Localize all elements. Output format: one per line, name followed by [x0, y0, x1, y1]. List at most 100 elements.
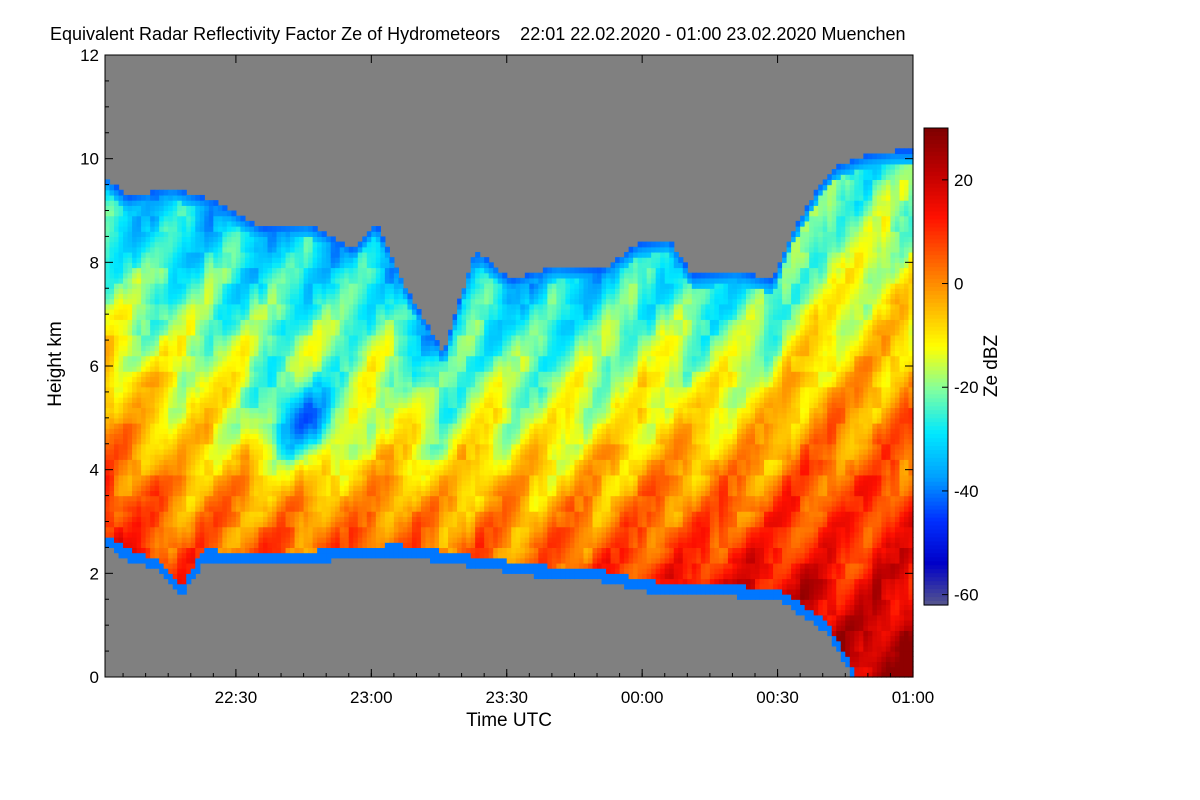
heatmap-cell [308, 464, 314, 471]
heatmap-cell [384, 360, 390, 367]
heatmap-cell [186, 246, 192, 253]
heatmap-cell [172, 262, 178, 269]
heatmap-cell [407, 293, 413, 300]
heatmap-cell [127, 454, 133, 460]
heatmap-cell [109, 526, 115, 533]
heatmap-cell [204, 340, 210, 346]
heatmap-cell [262, 448, 269, 455]
heatmap-cell [452, 505, 458, 512]
heatmap-cell [109, 474, 115, 481]
heatmap-cell [303, 417, 309, 424]
heatmap-cell [204, 516, 210, 523]
heatmap-cell [285, 386, 291, 393]
heatmap-cell [344, 500, 350, 507]
heatmap-cell [312, 542, 318, 549]
heatmap-cell [105, 319, 111, 326]
heatmap-cell [208, 345, 214, 352]
heatmap-cell [240, 417, 246, 424]
heatmap-cell [366, 531, 372, 538]
heatmap-cell [253, 448, 260, 455]
heatmap-cell [452, 314, 458, 320]
heatmap-cell [375, 236, 381, 243]
heatmap-cell [190, 303, 196, 310]
heatmap-cell [267, 459, 273, 466]
heatmap-cell [430, 537, 436, 543]
heatmap-cell [290, 397, 296, 403]
heatmap-cell [186, 417, 192, 424]
heatmap-cell [163, 366, 169, 372]
heatmap-cell [132, 340, 138, 346]
heatmap-cell [109, 262, 115, 269]
heatmap-cell [393, 454, 399, 460]
heatmap-cell [150, 521, 156, 528]
heatmap-cell [272, 438, 278, 445]
heatmap-cell [339, 454, 345, 460]
heatmap-cell [416, 386, 422, 393]
heatmap-cell [136, 350, 142, 357]
heatmap-cell [317, 454, 323, 460]
heatmap-cell [204, 443, 210, 450]
heatmap-cell [136, 511, 142, 517]
heatmap-cell [276, 464, 282, 471]
heatmap-cell [290, 428, 296, 434]
heatmap-cell [321, 438, 327, 445]
heatmap-cell [366, 407, 372, 414]
heatmap-cell [267, 314, 273, 320]
heatmap-cell [353, 257, 359, 263]
heatmap-cell [109, 355, 115, 362]
heatmap-cell [348, 516, 354, 523]
heatmap-cell [213, 557, 219, 564]
heatmap-cell [448, 542, 454, 549]
heatmap-cell [186, 210, 192, 217]
heatmap-cell [267, 454, 273, 460]
heatmap-cell [177, 423, 183, 429]
heatmap-cell [448, 381, 454, 388]
heatmap-cell [308, 448, 314, 455]
heatmap-cell [136, 454, 142, 460]
heatmap-cell [308, 505, 314, 512]
heatmap-cell [411, 319, 418, 326]
heatmap-cell [249, 469, 255, 476]
heatmap-cell [177, 355, 183, 362]
heatmap-cell [272, 226, 278, 232]
heatmap-cell [443, 537, 449, 543]
heatmap-cell [393, 417, 399, 424]
heatmap-cell [186, 215, 192, 222]
heatmap-cell [240, 547, 246, 554]
heatmap-cell [217, 350, 223, 357]
heatmap-cell [217, 547, 223, 554]
heatmap-cell [357, 537, 363, 543]
heatmap-cell [362, 428, 368, 434]
heatmap-cell [411, 454, 418, 460]
heatmap-cell [448, 391, 454, 398]
heatmap-cell [384, 542, 390, 549]
heatmap-cell [425, 480, 431, 486]
heatmap-cell [272, 407, 278, 414]
heatmap-cell [312, 329, 318, 336]
heatmap-cell [272, 298, 278, 305]
heatmap-cell [163, 505, 169, 512]
heatmap-cell [398, 288, 404, 295]
heatmap-cell [299, 303, 305, 310]
heatmap-cell [136, 438, 142, 445]
heatmap-cell [366, 257, 372, 263]
heatmap-cell [267, 241, 273, 248]
heatmap-cell [204, 366, 210, 372]
heatmap-cell [312, 495, 318, 502]
heatmap-cell [416, 433, 422, 440]
heatmap-cell [136, 433, 142, 440]
heatmap-cell [407, 469, 413, 476]
heatmap-cell [213, 329, 219, 336]
heatmap-cell [118, 516, 124, 523]
heatmap-cell [177, 542, 183, 549]
heatmap-cell [208, 485, 214, 491]
heatmap-cell [177, 557, 183, 564]
heatmap-cell [249, 531, 255, 538]
heatmap-cell [141, 200, 147, 206]
heatmap-cell [222, 521, 228, 528]
heatmap-cell [168, 314, 174, 320]
heatmap-cell [281, 303, 287, 310]
heatmap-cell [452, 464, 458, 471]
heatmap-cell [213, 474, 219, 481]
heatmap-cell [181, 371, 187, 377]
